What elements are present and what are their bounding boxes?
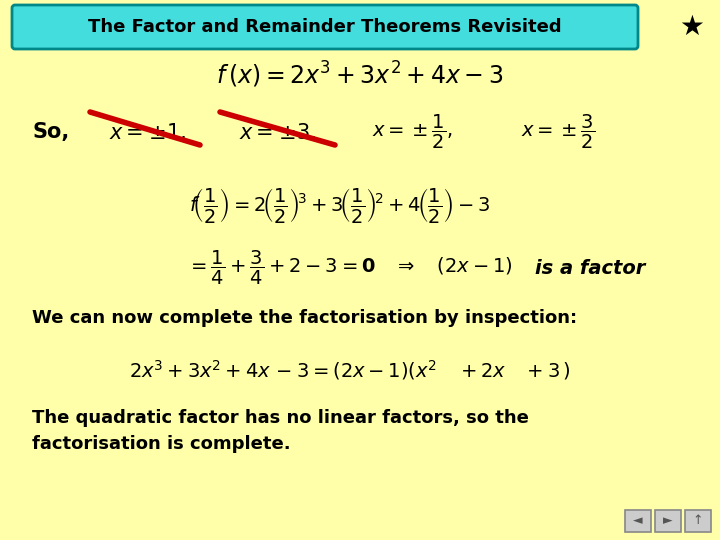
- FancyBboxPatch shape: [12, 5, 638, 49]
- Text: So,: So,: [32, 122, 69, 142]
- Text: ★: ★: [680, 13, 704, 41]
- Text: The Factor and Remainder Theorems Revisited: The Factor and Remainder Theorems Revisi…: [88, 18, 562, 36]
- Text: $x = \pm\dfrac{3}{2}$: $x = \pm\dfrac{3}{2}$: [521, 113, 595, 151]
- Text: ◄: ◄: [633, 515, 643, 528]
- Text: $x = \!\pm\! 3,$: $x = \!\pm\! 3,$: [239, 121, 317, 143]
- Text: We can now complete the factorisation by inspection:: We can now complete the factorisation by…: [32, 309, 577, 327]
- Text: $f\!\left(\dfrac{1}{2}\right) = 2\!\left(\dfrac{1}{2}\right)^{\!3} + 3\!\left(\d: $f\!\left(\dfrac{1}{2}\right) = 2\!\left…: [189, 186, 491, 225]
- Text: factorisation is complete.: factorisation is complete.: [32, 435, 291, 453]
- FancyBboxPatch shape: [655, 510, 681, 532]
- FancyBboxPatch shape: [685, 510, 711, 532]
- Text: $x = \!\pm\! 1,$: $x = \!\pm\! 1,$: [109, 121, 186, 143]
- Text: ↑: ↑: [693, 515, 703, 528]
- Text: ►: ►: [663, 515, 672, 528]
- Text: $= \dfrac{1}{4} + \dfrac{3}{4} + 2 - 3 = \mathbf{0}$$\quad\Rightarrow\quad (2x -: $= \dfrac{1}{4} + \dfrac{3}{4} + 2 - 3 =…: [187, 249, 513, 287]
- Text: The quadratic factor has no linear factors, so the: The quadratic factor has no linear facto…: [32, 409, 529, 427]
- FancyBboxPatch shape: [625, 510, 651, 532]
- Text: $2x^3 + 3x^2 + 4x\,-3 = (2x-1)(x^2\quad+2x\quad+3\,)$: $2x^3 + 3x^2 + 4x\,-3 = (2x-1)(x^2\quad+…: [129, 358, 571, 382]
- Text: $f\,(x) = 2x^3 + 3x^2 + 4x - 3$: $f\,(x) = 2x^3 + 3x^2 + 4x - 3$: [216, 60, 504, 90]
- Text: $x = \pm\dfrac{1}{2},$: $x = \pm\dfrac{1}{2},$: [372, 113, 454, 151]
- Text: is a factor: is a factor: [535, 259, 645, 278]
